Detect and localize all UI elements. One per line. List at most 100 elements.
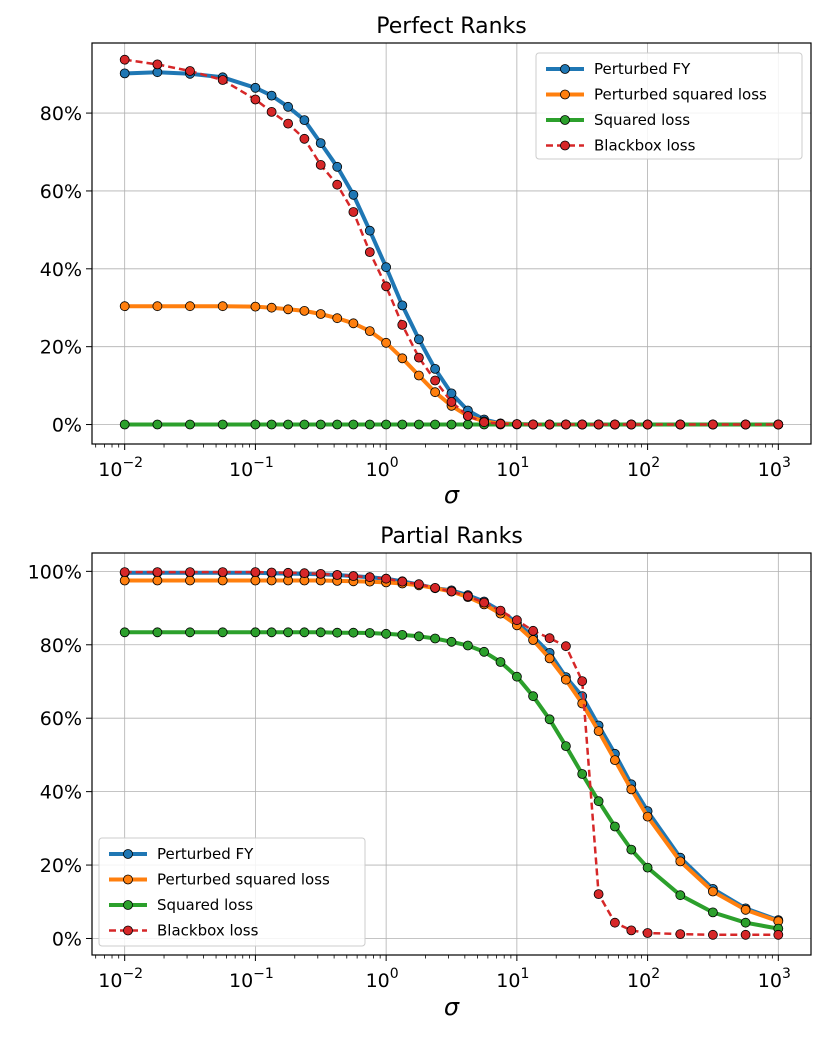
data-point — [446, 397, 457, 407]
legend-label: Perturbed squared loss — [157, 871, 330, 889]
data-point — [299, 133, 310, 144]
data-point — [593, 726, 604, 736]
y-tick-label: 20% — [40, 855, 82, 877]
data-point — [364, 247, 375, 258]
x-tick-label: 10−2 — [98, 966, 143, 992]
data-point — [397, 419, 408, 430]
data-point — [364, 326, 375, 337]
data-point — [332, 570, 343, 580]
chart-panel-2: 10−2 10−1 100 101 102 103 0% 20% 40% 60% 80% 100% Pa… — [28, 524, 812, 1021]
data-point — [561, 674, 571, 685]
data-point — [381, 628, 392, 639]
data-point — [152, 419, 163, 430]
data-point — [332, 179, 343, 190]
legend-label: Blackbox loss — [157, 922, 259, 940]
data-point — [544, 714, 555, 725]
legend-label: Perturbed FY — [157, 845, 254, 863]
data-point — [397, 300, 408, 311]
data-point — [446, 586, 457, 597]
data-point — [528, 691, 538, 702]
data-point — [119, 575, 130, 586]
data-point — [495, 418, 506, 429]
legend-marker — [123, 849, 133, 859]
data-point — [348, 318, 359, 329]
data-point — [462, 591, 473, 602]
x-tick-label: 10−2 — [98, 455, 143, 481]
y-tick-label: 20% — [40, 337, 82, 359]
data-point — [299, 568, 310, 579]
legend: Perturbed FY Perturbed squared loss Square… — [535, 52, 803, 160]
data-point — [250, 94, 261, 105]
legend-label: Blackbox loss — [594, 137, 696, 155]
data-point — [577, 419, 588, 430]
data-point — [266, 302, 277, 313]
x-tick-label: 103 — [758, 455, 791, 481]
y-tick-label: 80% — [40, 103, 82, 125]
legend-label: Squared loss — [157, 896, 253, 914]
y-tick-label: 60% — [40, 181, 82, 203]
y-tick-label: 80% — [40, 635, 82, 657]
data-point — [593, 419, 604, 430]
data-point — [430, 387, 441, 398]
data-point — [381, 262, 392, 273]
data-point — [250, 301, 261, 312]
data-point — [152, 575, 163, 586]
data-point — [626, 925, 637, 936]
data-point — [610, 821, 620, 832]
data-point — [185, 301, 195, 312]
data-point — [348, 189, 359, 200]
x-axis-label: σ — [444, 993, 460, 1021]
data-point — [364, 225, 375, 236]
data-point — [462, 640, 473, 651]
y-tick-label: 60% — [40, 708, 82, 730]
data-point — [119, 301, 130, 312]
data-point — [446, 636, 457, 647]
data-point — [381, 419, 392, 430]
data-point — [740, 917, 751, 928]
x-tick-label: 100 — [366, 966, 399, 992]
data-point — [332, 161, 343, 172]
data-point — [397, 630, 408, 640]
data-point — [332, 419, 343, 430]
data-point — [283, 101, 294, 112]
data-point — [217, 75, 228, 85]
data-point — [364, 419, 375, 430]
data-point — [413, 419, 424, 430]
data-point — [315, 627, 326, 638]
data-point — [364, 628, 375, 638]
data-point — [675, 929, 686, 939]
data-point — [185, 575, 195, 586]
data-point — [610, 419, 620, 430]
data-point — [250, 82, 261, 93]
data-point — [250, 567, 261, 577]
data-point — [266, 567, 277, 578]
series-line-blackbox-loss — [124, 58, 779, 426]
legend-box — [535, 52, 803, 160]
legend-marker — [560, 140, 570, 151]
data-point — [462, 419, 473, 430]
data-point — [708, 886, 718, 897]
x-tick-label: 10−1 — [229, 966, 274, 992]
legend-marker — [123, 874, 133, 885]
data-point — [708, 907, 718, 918]
data-point — [430, 363, 441, 374]
data-point — [397, 353, 408, 364]
data-point — [152, 567, 163, 577]
data-point — [397, 576, 408, 587]
data-point — [397, 319, 408, 330]
data-point — [593, 796, 604, 807]
data-point — [299, 115, 310, 125]
data-point — [512, 671, 522, 682]
plot-frame — [91, 42, 812, 445]
data-point — [266, 419, 277, 430]
data-point — [512, 615, 522, 626]
data-point — [413, 579, 424, 590]
legend-marker — [560, 115, 570, 125]
x-tick-label: 100 — [366, 455, 399, 481]
data-point — [740, 419, 751, 430]
data-point — [119, 68, 130, 79]
data-point — [299, 305, 310, 316]
data-point — [642, 811, 653, 822]
data-point — [446, 419, 457, 430]
